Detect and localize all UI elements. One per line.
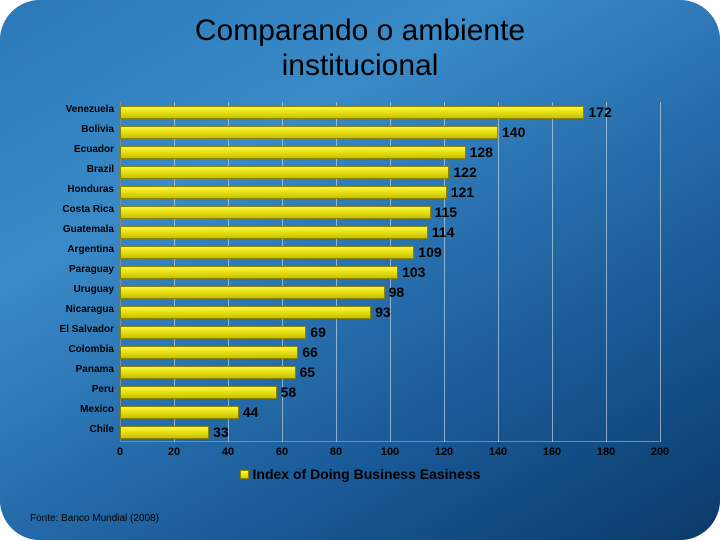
table-row: El Salvador69 bbox=[120, 322, 660, 342]
slide-frame: Comparando o ambiente institucional Vene… bbox=[0, 0, 720, 540]
bar bbox=[120, 106, 584, 119]
category-label: Venezuela bbox=[46, 104, 120, 115]
table-row: Mexico44 bbox=[120, 402, 660, 422]
bar bbox=[120, 366, 296, 379]
table-row: Guatemala114 bbox=[120, 222, 660, 242]
bar bbox=[120, 186, 447, 199]
value-label: 98 bbox=[389, 284, 405, 300]
value-label: 66 bbox=[302, 344, 318, 360]
x-tick-label: 40 bbox=[222, 446, 234, 458]
table-row: Chile33 bbox=[120, 422, 660, 442]
title-line2: institucional bbox=[282, 49, 439, 82]
bar bbox=[120, 286, 385, 299]
bar bbox=[120, 226, 428, 239]
table-row: Ecuador128 bbox=[120, 142, 660, 162]
table-row: Costa Rica115 bbox=[120, 202, 660, 222]
title-line1: Comparando o ambiente bbox=[195, 14, 525, 47]
category-label: Colombia bbox=[46, 344, 120, 355]
category-label: Guatemala bbox=[46, 224, 120, 235]
chart-legend: Index of Doing Business Easiness bbox=[46, 466, 674, 482]
value-label: 172 bbox=[588, 104, 611, 120]
value-label: 58 bbox=[281, 384, 297, 400]
category-label: Paraguay bbox=[46, 264, 120, 275]
value-label: 128 bbox=[470, 144, 493, 160]
category-label: Costa Rica bbox=[46, 204, 120, 215]
table-row: Honduras121 bbox=[120, 182, 660, 202]
chart-plot-area: Venezuela172Bolivia140Ecuador128Brazil12… bbox=[120, 102, 660, 442]
x-tick-label: 80 bbox=[330, 446, 342, 458]
category-label: Nicaragua bbox=[46, 304, 120, 315]
value-label: 103 bbox=[402, 264, 425, 280]
table-row: Bolivia140 bbox=[120, 122, 660, 142]
bar bbox=[120, 326, 306, 339]
value-label: 109 bbox=[418, 244, 441, 260]
value-label: 65 bbox=[300, 364, 316, 380]
x-tick-label: 200 bbox=[651, 446, 669, 458]
table-row: Peru58 bbox=[120, 382, 660, 402]
bar bbox=[120, 206, 431, 219]
value-label: 93 bbox=[375, 304, 391, 320]
bar bbox=[120, 306, 371, 319]
bar bbox=[120, 146, 466, 159]
x-tick-label: 100 bbox=[381, 446, 399, 458]
grid-line bbox=[660, 102, 661, 442]
bar bbox=[120, 406, 239, 419]
category-label: Honduras bbox=[46, 184, 120, 195]
category-label: El Salvador bbox=[46, 324, 120, 335]
table-row: Brazil122 bbox=[120, 162, 660, 182]
x-tick-label: 180 bbox=[597, 446, 615, 458]
legend-label: Index of Doing Business Easiness bbox=[253, 466, 481, 482]
source-citation: Fonte: Banco Mundial (2008) bbox=[30, 513, 159, 524]
category-label: Argentina bbox=[46, 244, 120, 255]
category-label: Chile bbox=[46, 424, 120, 435]
x-tick-label: 120 bbox=[435, 446, 453, 458]
table-row: Nicaragua93 bbox=[120, 302, 660, 322]
value-label: 44 bbox=[243, 404, 259, 420]
x-tick-label: 160 bbox=[543, 446, 561, 458]
value-label: 33 bbox=[213, 424, 229, 440]
x-tick-label: 20 bbox=[168, 446, 180, 458]
x-tick-label: 0 bbox=[117, 446, 123, 458]
value-label: 69 bbox=[310, 324, 326, 340]
bar bbox=[120, 126, 498, 139]
category-label: Brazil bbox=[46, 164, 120, 175]
chart: Venezuela172Bolivia140Ecuador128Brazil12… bbox=[46, 102, 674, 482]
legend-swatch bbox=[240, 470, 249, 479]
table-row: Uruguay98 bbox=[120, 282, 660, 302]
value-label: 115 bbox=[435, 204, 458, 220]
bar bbox=[120, 246, 414, 259]
table-row: Argentina109 bbox=[120, 242, 660, 262]
value-label: 121 bbox=[451, 184, 474, 200]
slide-title: Comparando o ambiente institucional bbox=[0, 0, 720, 83]
table-row: Paraguay103 bbox=[120, 262, 660, 282]
x-tick-label: 140 bbox=[489, 446, 507, 458]
table-row: Colombia66 bbox=[120, 342, 660, 362]
category-label: Uruguay bbox=[46, 284, 120, 295]
bar bbox=[120, 166, 449, 179]
table-row: Venezuela172 bbox=[120, 102, 660, 122]
bar bbox=[120, 426, 209, 439]
value-label: 114 bbox=[432, 224, 455, 240]
value-label: 140 bbox=[502, 124, 525, 140]
value-label: 122 bbox=[453, 164, 476, 180]
category-label: Panama bbox=[46, 364, 120, 375]
category-label: Bolivia bbox=[46, 124, 120, 135]
bar bbox=[120, 346, 298, 359]
category-label: Peru bbox=[46, 384, 120, 395]
category-label: Mexico bbox=[46, 404, 120, 415]
x-tick-label: 60 bbox=[276, 446, 288, 458]
bar bbox=[120, 266, 398, 279]
category-label: Ecuador bbox=[46, 144, 120, 155]
table-row: Panama65 bbox=[120, 362, 660, 382]
bar bbox=[120, 386, 277, 399]
